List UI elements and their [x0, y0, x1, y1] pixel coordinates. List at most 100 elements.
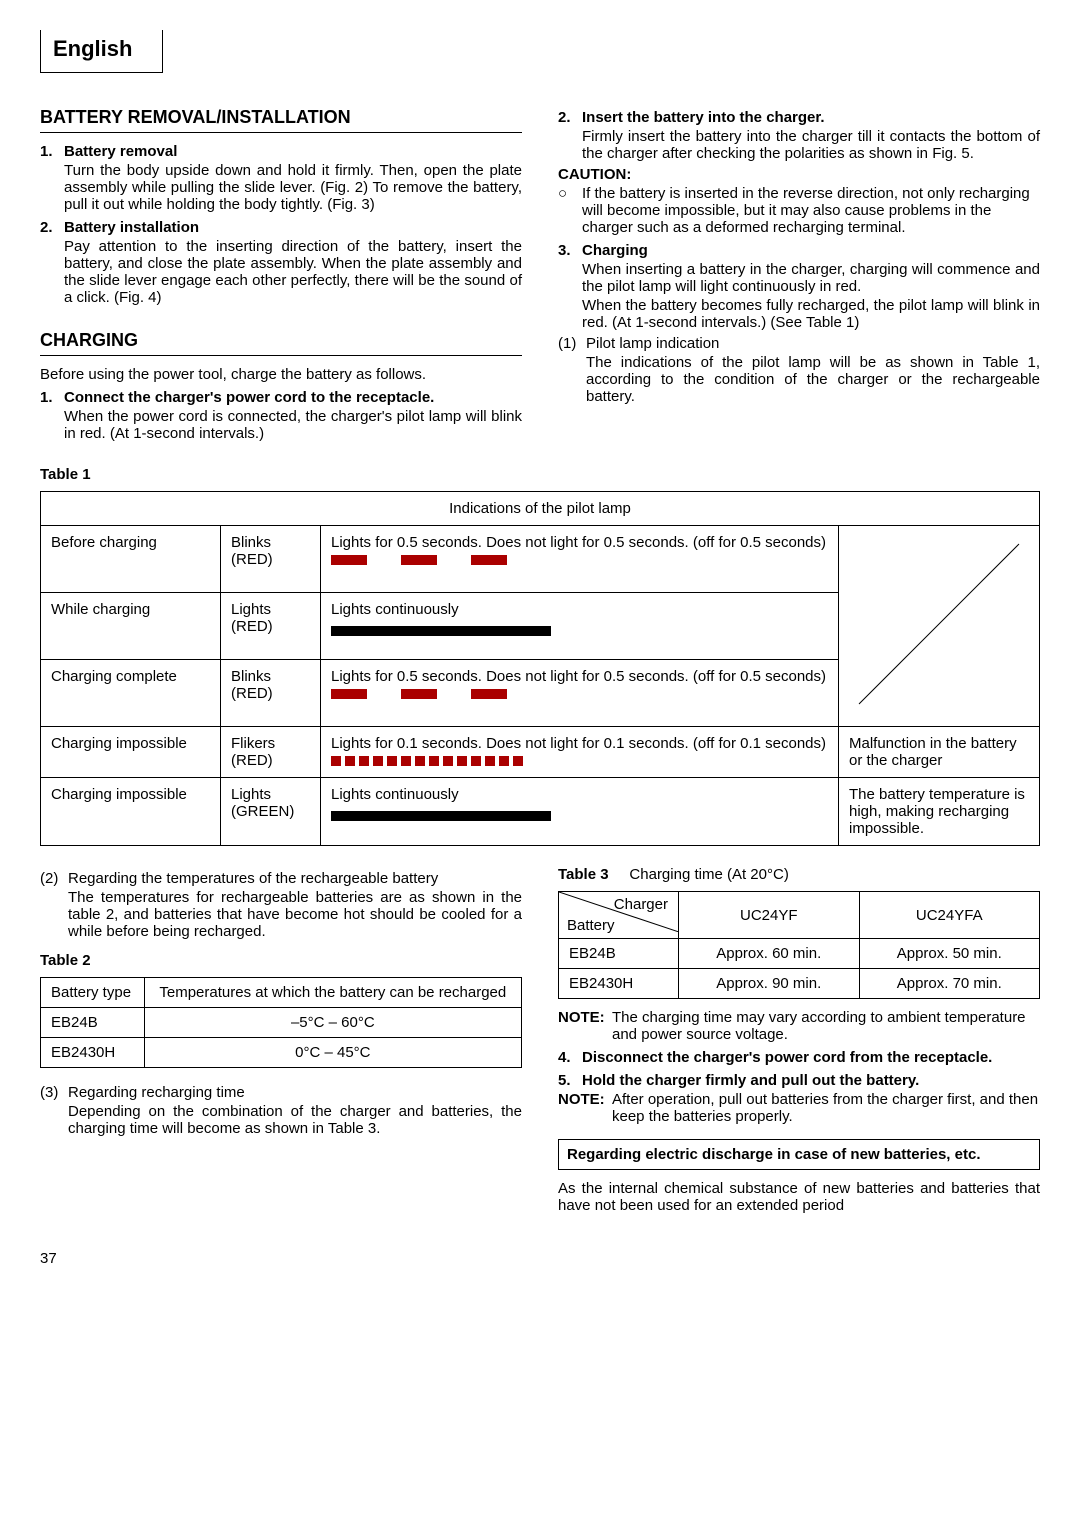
- item-text: When the battery becomes fully recharged…: [582, 297, 1040, 331]
- table-cell: EB24B: [41, 1008, 145, 1038]
- table-cell: Approx. 70 min.: [859, 969, 1040, 999]
- table-cell: Lights continuously: [321, 778, 839, 846]
- table-cell: EB2430H: [559, 969, 679, 999]
- table1-caption: Indications of the pilot lamp: [41, 492, 1040, 526]
- item-text: Turn the body upside down and hold it fi…: [64, 162, 522, 213]
- item-title: Insert the battery into the charger.: [582, 109, 825, 126]
- note-2: NOTE: After operation, pull out batterie…: [558, 1091, 1040, 1125]
- note-label: NOTE:: [558, 1009, 612, 1043]
- table-cell: Lights (GREEN): [221, 778, 321, 846]
- trailing-text: As the internal chemical substance of ne…: [558, 1180, 1040, 1214]
- charging-intro: Before using the power tool, charge the …: [40, 366, 522, 383]
- charging-step-2: 2. Insert the battery into the charger. …: [558, 109, 1040, 162]
- item-text: The indications of the pilot lamp will b…: [586, 354, 1040, 405]
- table3: ChargerBatteryUC24YFUC24YFAEB24BApprox. …: [558, 891, 1040, 999]
- table-cell: 0°C – 45°C: [144, 1038, 521, 1068]
- item-title: Connect the charger's power cord to the …: [64, 389, 434, 406]
- table3-title: Table 3: [558, 866, 609, 883]
- table1-title: Table 1: [40, 466, 1040, 483]
- table-cell: Lights continuously: [321, 592, 839, 660]
- bottom-right-column: Table 3 Charging time (At 20°C) ChargerB…: [558, 866, 1040, 1214]
- item-number: 2.: [40, 219, 64, 306]
- language-header: English: [40, 30, 163, 73]
- table1: Indications of the pilot lampBefore char…: [40, 491, 1040, 846]
- item-number: 2.: [558, 109, 582, 162]
- diagonal-line-icon: [849, 534, 1029, 714]
- pilot-lamp-item: (1) Pilot lamp indication The indication…: [558, 335, 1040, 405]
- bottom-columns: (2) Regarding the temperatures of the re…: [40, 866, 1040, 1214]
- battery-removal-item: 1. Battery removal Turn the body upside …: [40, 143, 522, 213]
- section-heading-battery: BATTERY REMOVAL/INSTALLATION: [40, 107, 522, 133]
- page-number: 37: [40, 1250, 1040, 1267]
- item-text: Pay attention to the inserting direction…: [64, 238, 522, 306]
- language-label: English: [53, 36, 132, 61]
- table3-subtitle: Charging time (At 20°C): [629, 866, 788, 883]
- table3-corner: ChargerBattery: [559, 892, 679, 939]
- step-4: 4. Disconnect the charger's power cord f…: [558, 1049, 1040, 1066]
- charging-step-1: 1. Connect the charger's power cord to t…: [40, 389, 522, 442]
- discharge-box: Regarding electric discharge in case of …: [558, 1139, 1040, 1170]
- item-number: 1.: [40, 389, 64, 442]
- caution-bullet: ○ If the battery is inserted in the reve…: [558, 185, 1040, 236]
- table-header: UC24YF: [679, 892, 860, 939]
- item-text: Firmly insert the battery into the charg…: [582, 128, 1040, 162]
- table-cell: The battery temperature is high, making …: [839, 778, 1040, 846]
- item-number: (2): [40, 870, 68, 940]
- step-5: 5. Hold the charger firmly and pull out …: [558, 1072, 1040, 1089]
- temp-item: (2) Regarding the temperatures of the re…: [40, 870, 522, 940]
- table-cell: Charging impossible: [41, 778, 221, 846]
- left-column: BATTERY REMOVAL/INSTALLATION 1. Battery …: [40, 103, 522, 442]
- item-number: (3): [40, 1084, 68, 1137]
- note-1: NOTE: The charging time may vary accordi…: [558, 1009, 1040, 1043]
- caution-text: If the battery is inserted in the revers…: [582, 185, 1040, 236]
- item-title: Disconnect the charger's power cord from…: [582, 1049, 992, 1066]
- item-title: Regarding recharging time: [68, 1084, 245, 1101]
- item-number: 3.: [558, 242, 582, 331]
- table-cell: Approx. 50 min.: [859, 939, 1040, 969]
- table-cell: While charging: [41, 592, 221, 660]
- table-cell: Approx. 60 min.: [679, 939, 860, 969]
- table-header: Battery type: [41, 978, 145, 1008]
- table2: Battery typeTemperatures at which the ba…: [40, 977, 522, 1068]
- item-title: Regarding the temperatures of the rechar…: [68, 870, 438, 887]
- item-text: Depending on the combination of the char…: [68, 1103, 522, 1137]
- table-cell: Flikers (RED): [221, 727, 321, 778]
- item-number: 4.: [558, 1049, 582, 1066]
- table-cell: Lights for 0.1 seconds. Does not light f…: [321, 727, 839, 778]
- item-title: Pilot lamp indication: [586, 335, 719, 352]
- table-cell: Charging complete: [41, 660, 221, 727]
- table-cell: Blinks (RED): [221, 660, 321, 727]
- charging-step-3: 3. Charging When inserting a battery in …: [558, 242, 1040, 331]
- right-column: 2. Insert the battery into the charger. …: [558, 103, 1040, 442]
- table-cell: Blinks (RED): [221, 526, 321, 593]
- table-header: Temperatures at which the battery can be…: [144, 978, 521, 1008]
- item-title: Battery installation: [64, 219, 199, 236]
- item-number: (1): [558, 335, 586, 405]
- table2-title: Table 2: [40, 952, 522, 969]
- item-title: Charging: [582, 242, 648, 259]
- table-cell: Approx. 90 min.: [679, 969, 860, 999]
- item-text: When the power cord is connected, the ch…: [64, 408, 522, 442]
- table-cell: EB2430H: [41, 1038, 145, 1068]
- item-number: 1.: [40, 143, 64, 213]
- recharge-time-item: (3) Regarding recharging time Depending …: [40, 1084, 522, 1137]
- note-label: NOTE:: [558, 1091, 612, 1125]
- battery-install-item: 2. Battery installation Pay attention to…: [40, 219, 522, 306]
- table3-header: Table 3 Charging time (At 20°C): [558, 866, 1040, 883]
- table-cell: Lights for 0.5 seconds. Does not light f…: [321, 526, 839, 593]
- item-text: The temperatures for rechargeable batter…: [68, 889, 522, 940]
- table-cell: EB24B: [559, 939, 679, 969]
- caution-label: CAUTION:: [558, 166, 1040, 183]
- table-cell: –5°C – 60°C: [144, 1008, 521, 1038]
- table-cell: Charging impossible: [41, 727, 221, 778]
- table-cell: Lights (RED): [221, 592, 321, 660]
- table-cell: Lights for 0.5 seconds. Does not light f…: [321, 660, 839, 727]
- table-cell: Before charging: [41, 526, 221, 593]
- top-columns: BATTERY REMOVAL/INSTALLATION 1. Battery …: [40, 103, 1040, 442]
- item-number: 5.: [558, 1072, 582, 1089]
- section-heading-charging: CHARGING: [40, 330, 522, 356]
- item-text: When inserting a battery in the charger,…: [582, 261, 1040, 295]
- circle-icon: ○: [558, 185, 582, 236]
- item-title: Battery removal: [64, 143, 177, 160]
- note-text: The charging time may vary according to …: [612, 1009, 1040, 1043]
